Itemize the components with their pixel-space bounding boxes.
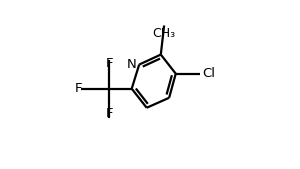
Text: CH₃: CH₃ bbox=[153, 27, 176, 40]
Text: Cl: Cl bbox=[202, 67, 215, 80]
Text: F: F bbox=[106, 107, 113, 120]
Text: N: N bbox=[127, 58, 137, 71]
Text: F: F bbox=[74, 82, 82, 95]
Text: F: F bbox=[106, 57, 113, 70]
